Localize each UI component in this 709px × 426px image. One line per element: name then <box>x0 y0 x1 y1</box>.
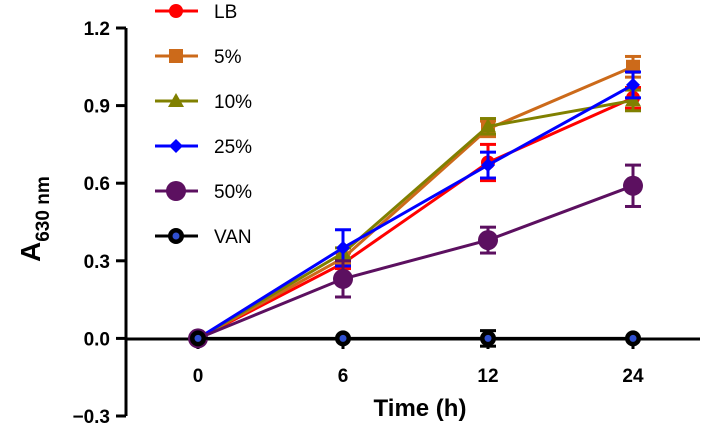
series-layer <box>188 54 643 349</box>
legend: LB 5% 10% 25% 50% VAN <box>155 2 252 248</box>
x-tick-label: 24 <box>622 366 644 387</box>
legend-label: 25% <box>214 137 252 158</box>
axes: −0.3 0.0 0.3 0.6 0.9 1.2 0 6 12 24 Time (h) A630 nm <box>15 19 700 426</box>
x-tick-label: 0 <box>193 366 204 387</box>
series-line <box>197 98 634 340</box>
series-lb <box>191 85 641 346</box>
data-point <box>480 118 496 133</box>
series-line <box>197 83 634 340</box>
data-point <box>333 268 353 289</box>
data-point-center <box>484 334 492 342</box>
y-tick-label: 1.2 <box>84 19 110 40</box>
y-tick-label: 0.9 <box>84 97 110 118</box>
legend-item: 10% <box>155 92 252 113</box>
legend-item: 5% <box>155 47 242 68</box>
series-van <box>190 329 641 348</box>
legend-label: 10% <box>214 92 252 113</box>
data-point <box>336 240 350 255</box>
series-line <box>197 184 634 340</box>
y-axis-title-subscript: 630 nm <box>33 176 54 241</box>
data-point <box>166 181 186 201</box>
x-axis-title: Time (h) <box>374 395 467 422</box>
legend-label: VAN <box>214 227 252 248</box>
legend-item: 25% <box>155 137 252 158</box>
data-point <box>481 158 495 173</box>
data-point <box>169 4 183 18</box>
data-point <box>169 139 183 153</box>
data-point-center <box>629 334 637 342</box>
y-tick-label: 0.6 <box>84 174 110 195</box>
data-point <box>478 230 498 251</box>
legend-label: LB <box>214 2 237 23</box>
data-point-center <box>194 334 202 342</box>
y-axis-title-main: A <box>15 242 46 262</box>
series-line <box>197 65 634 340</box>
data-point-center <box>172 232 180 240</box>
data-point <box>169 49 183 63</box>
series-50pct <box>188 163 643 349</box>
legend-item: LB <box>155 2 237 23</box>
data-point-center <box>339 334 347 342</box>
y-tick-label: −0.3 <box>72 407 110 426</box>
data-point <box>625 92 641 107</box>
y-axis-title: A630 nm <box>15 176 54 262</box>
legend-label: 50% <box>214 182 252 203</box>
legend-item: 50% <box>155 181 252 203</box>
data-point <box>626 77 640 92</box>
y-tick-label: 0.0 <box>84 329 110 350</box>
data-point <box>626 59 640 74</box>
series-line <box>197 96 634 340</box>
legend-label: 5% <box>214 47 242 68</box>
data-point <box>168 93 184 107</box>
x-tick-label: 12 <box>477 366 498 387</box>
x-tick-label: 6 <box>338 366 349 387</box>
data-point <box>623 175 643 196</box>
legend-item: VAN <box>155 227 252 248</box>
y-tick-label: 0.3 <box>84 252 110 273</box>
